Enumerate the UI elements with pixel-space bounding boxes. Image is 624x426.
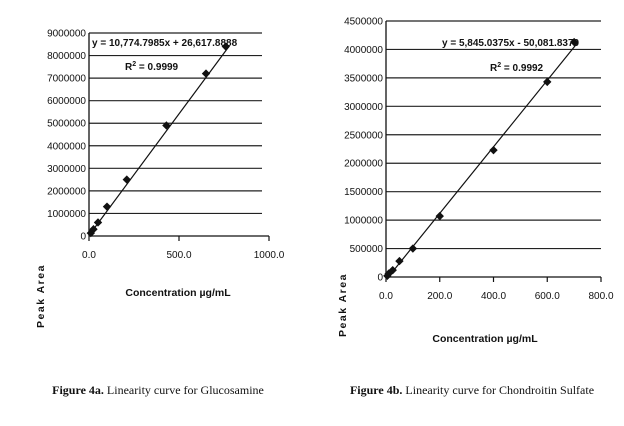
gluc-x-tick-label: 1000.0 — [254, 250, 285, 261]
gluc-y-tick-label: 4000000 — [47, 141, 86, 152]
chond-x-axis-title: Concentration µg/mL — [432, 333, 538, 345]
chond-x-tick-label: 600.0 — [535, 291, 560, 302]
gluc-y-tick-label: 6000000 — [47, 96, 86, 107]
chond-y-tick-label: 3000000 — [344, 102, 383, 113]
gluc-y-tick-label: 5000000 — [47, 119, 86, 130]
gluc-r-squared: R2 = 0.9999 — [125, 61, 179, 73]
gluc-y-tick-label: 2000000 — [47, 186, 86, 197]
gluc-y-tick-label: 8000000 — [47, 51, 86, 62]
gluc-x-axis-title: Concentration µg/mL — [125, 287, 231, 299]
chond-x-tick-label: 800.0 — [588, 291, 613, 302]
figure-caption-a: Figure 4a. Linearity curve for Glucosami… — [18, 383, 298, 398]
gluc-data-point — [102, 202, 112, 211]
chond-y-tick-label: 2000000 — [344, 159, 383, 170]
gluc-data-point — [221, 42, 230, 51]
caption-label-a: Figure 4a. — [52, 383, 104, 397]
caption-label-b: Figure 4b. — [349, 383, 403, 397]
gluc-y-tick-label: 9000000 — [47, 29, 86, 40]
gluc-data-point — [93, 218, 103, 227]
chond-data-point — [569, 37, 579, 47]
caption-text-a: Linearity curve for Glucosamine — [103, 383, 264, 397]
gluc-y-tick-label: 3000000 — [47, 164, 86, 175]
gluc-y-tick-label: 0 — [80, 232, 86, 243]
chart-glucosamine: 0 1000000 2000000 3000000 4000000 5000000 6000… — [0, 0, 300, 360]
chond-data-point — [388, 265, 397, 275]
chond-data-point — [543, 77, 552, 87]
chart-chondroitin: 0 500000 1000000 1500000 2000000 2500000 30000… — [312, 0, 624, 360]
chond-y-tick-label: 1000000 — [344, 216, 383, 227]
caption-text-b: Linearity curve for Chondroitin Sulfate — [402, 383, 595, 397]
chond-x-tick-label: 0.0 — [379, 291, 393, 302]
chond-x-tick-label: 400.0 — [481, 291, 506, 302]
chond-y-tick-label: 2500000 — [344, 130, 383, 141]
gluc-data-point — [201, 69, 211, 78]
gluc-data-point — [162, 121, 171, 130]
gluc-equation: y = 10,774.7985x + 26,617.8888 — [92, 38, 238, 49]
chond-y-tick-label: 1500000 — [344, 187, 383, 198]
chond-y-axis-title: Peak Area — [337, 273, 349, 337]
chond-data-point — [395, 256, 404, 266]
chond-x-tick-label: 200.0 — [427, 291, 452, 302]
gluc-data-point — [89, 225, 98, 234]
chond-data-point — [408, 244, 418, 253]
chond-r-squared: R2 = 0.9992 — [490, 62, 544, 74]
chond-data-point — [435, 211, 444, 221]
chond-y-tick-label: 3500000 — [344, 73, 383, 84]
figure-caption-b: Figure 4b. Linearity curve for Chondroit… — [322, 383, 622, 398]
gluc-x-tick-label: 500.0 — [166, 250, 191, 261]
gluc-y-tick-label: 7000000 — [47, 74, 86, 85]
gluc-data-point — [122, 175, 131, 184]
gluc-y-tick-label: 1000000 — [47, 209, 86, 220]
chart-glucosamine-svg: 0 1000000 2000000 3000000 4000000 5000000 6000… — [35, 29, 285, 328]
chond-data-point — [384, 269, 393, 278]
chond-y-tick-label: 0 — [377, 273, 383, 284]
chond-y-tick-label: 4500000 — [344, 17, 383, 28]
chart-chondroitin-svg: 0 500000 1000000 1500000 2000000 2500000 30000… — [337, 17, 614, 346]
gluc-y-axis-title: Peak Area — [35, 264, 47, 328]
chond-equation: y = 5,845.0375x - 50,081.8370 — [442, 38, 580, 49]
gluc-data-point — [86, 228, 95, 238]
chond-data-point — [489, 145, 498, 155]
gluc-trendline — [88, 46, 230, 236]
chond-y-tick-label: 4000000 — [344, 45, 383, 56]
chond-y-tick-label: 500000 — [350, 244, 384, 255]
gluc-x-tick-label: 0.0 — [82, 250, 96, 261]
